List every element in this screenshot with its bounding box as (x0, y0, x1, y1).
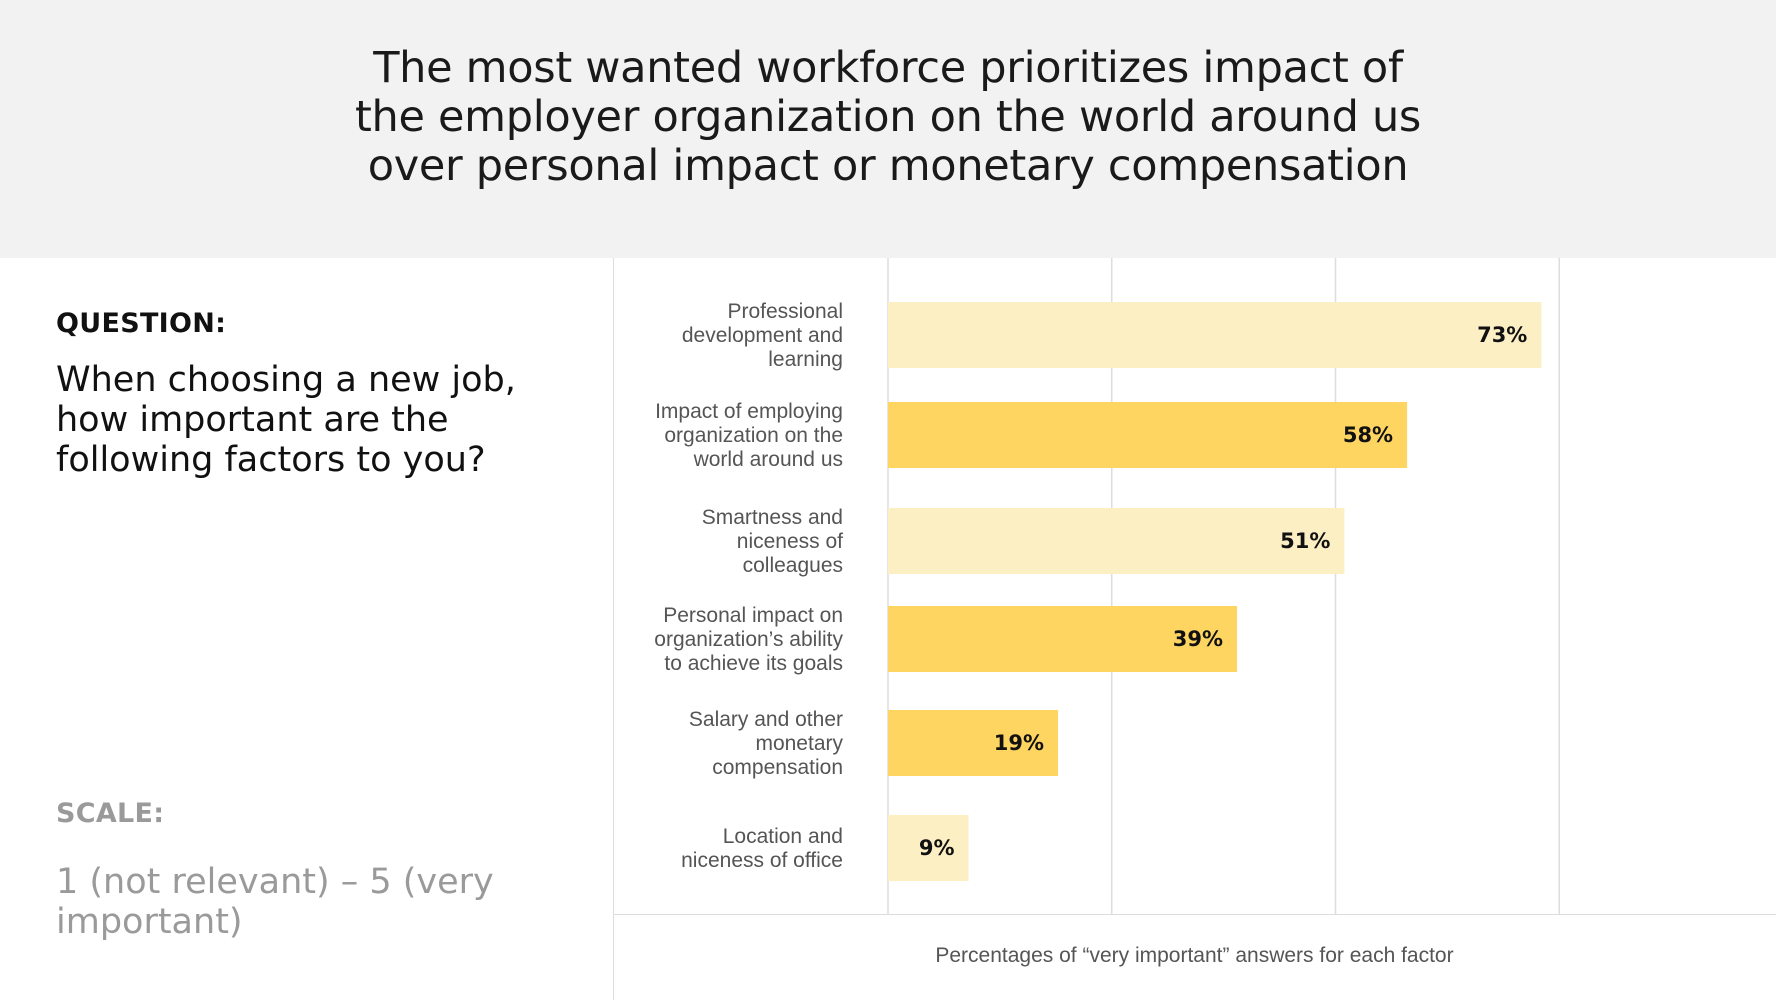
category-label-line: niceness of office (681, 849, 843, 872)
scale-text: 1 (not relevant) – 5 (very important) (56, 862, 576, 942)
category-label-3: Personal impact on organization’s ability… (654, 604, 843, 675)
chart-baseline-divider (613, 914, 1776, 915)
category-label-line: Salary and other (689, 708, 843, 731)
category-label-line: Impact of employing (655, 400, 843, 423)
category-label-line: colleagues (743, 554, 843, 577)
value-label-2: 51% (1280, 529, 1330, 553)
page-title: The most wanted workforce prioritizes im… (338, 44, 1438, 191)
question-line-1: When choosing a new job, (56, 360, 516, 400)
value-label-5: 9% (919, 836, 955, 860)
category-label-0: Professional development and learning (682, 300, 843, 371)
question-line-3: following factors to you? (56, 440, 486, 480)
value-label-1: 58% (1343, 423, 1393, 447)
value-label-3: 39% (1173, 627, 1223, 651)
question-panel: QUESTION: When choosing a new job, how i… (0, 258, 613, 1000)
category-label-4: Salary and other monetary compensation (689, 708, 844, 779)
category-label-1: Impact of employing organization on the wo… (655, 400, 843, 471)
question-label: QUESTION: (56, 308, 227, 339)
scale-line-1: 1 (not relevant) – 5 (very (56, 862, 494, 902)
category-label-line: niceness of (737, 530, 843, 553)
category-label-line: organization’s ability (654, 628, 843, 651)
category-label-line: learning (768, 348, 843, 371)
bar-5 (888, 815, 969, 881)
chart-footnote: Percentages of “very important” answers … (935, 944, 1454, 967)
question-text: When choosing a new job, how important a… (56, 360, 576, 480)
value-label-0: 73% (1477, 323, 1527, 347)
value-label-4: 19% (994, 731, 1044, 755)
title-line-2: the employer organization on the world a… (354, 92, 1422, 142)
category-label-line: Personal impact on (663, 604, 843, 627)
question-line-2: how important are the (56, 400, 449, 440)
category-label-2: Smartness and niceness of colleagues (702, 506, 843, 577)
category-label-line: world around us (693, 448, 843, 471)
panel-divider (613, 258, 614, 1000)
bar-0 (888, 302, 1542, 368)
category-label-line: monetary (755, 732, 843, 755)
category-label-line: development and (682, 324, 843, 347)
category-label-5: Location and niceness of office (681, 825, 843, 872)
header-band: The most wanted workforce prioritizes im… (0, 0, 1776, 258)
category-label-line: Smartness and (702, 506, 843, 529)
scale-label: SCALE: (56, 798, 165, 829)
bar-4 (888, 710, 1059, 776)
category-label-line: organization on the (664, 424, 843, 447)
category-label-line: Location and (723, 825, 843, 848)
category-label-line: Professional (727, 300, 843, 323)
bar-3 (888, 606, 1238, 672)
title-line-1: The most wanted workforce prioritizes im… (373, 43, 1403, 93)
category-label-line: to achieve its goals (664, 652, 843, 675)
category-label-line: compensation (712, 756, 843, 779)
scale-line-2: important) (56, 902, 243, 942)
bar-1 (888, 402, 1408, 468)
title-line-3: over personal impact or monetary compens… (367, 141, 1409, 191)
bar-2 (888, 508, 1345, 574)
